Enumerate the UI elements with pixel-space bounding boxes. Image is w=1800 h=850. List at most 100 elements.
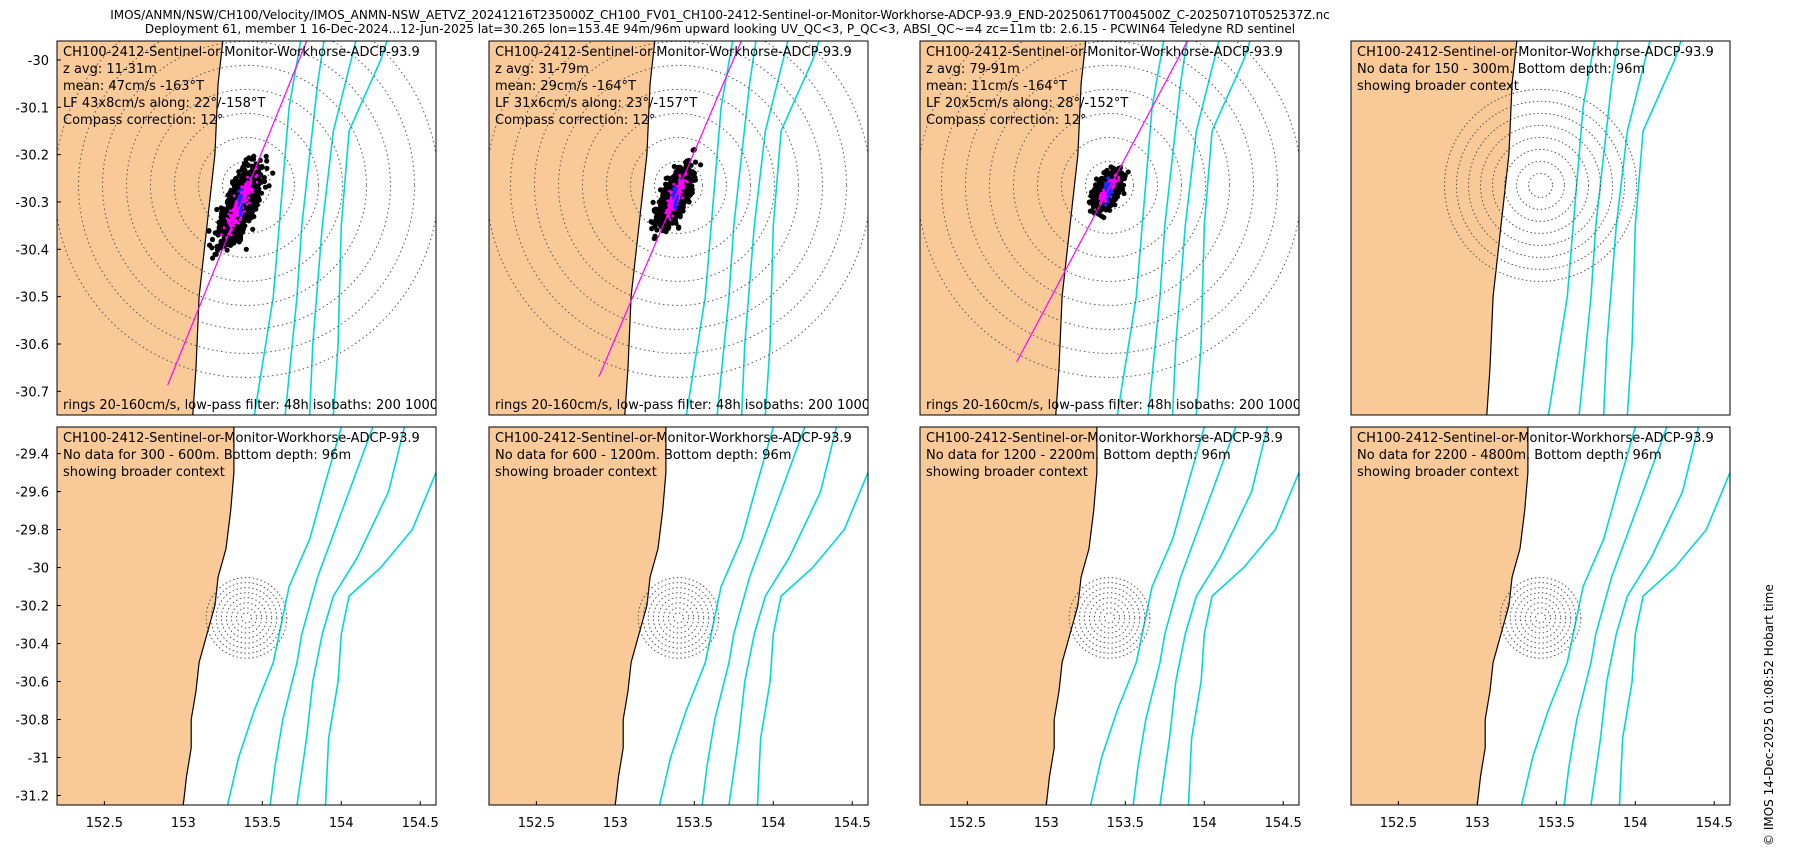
panel-text-line: No data for 300 - 600m. Bottom depth: 96… (63, 448, 351, 463)
mean-points (237, 188, 245, 217)
scatter-point (678, 202, 684, 208)
panel-text-line: showing broader context (926, 465, 1088, 480)
lowpass-point (1117, 178, 1121, 182)
x-tick-label: 154 (1192, 816, 1217, 831)
scatter-point (687, 192, 694, 198)
panel-text-line: CH100-2412-Sentinel-or-Monitor-Workhorse… (495, 431, 852, 446)
panel-footer: rings 20-160cm/s, low-pass filter: 48h i… (63, 398, 513, 413)
land-area (489, 41, 655, 415)
scatter-point (671, 217, 677, 223)
context-ring (1093, 602, 1126, 634)
context-ring (1529, 607, 1552, 629)
isobath-4 (332, 41, 388, 415)
panel-text-line: showing broader context (1357, 465, 1519, 480)
isobath-1 (253, 41, 302, 415)
lowpass-point (669, 191, 673, 195)
lowpass-point (683, 179, 687, 183)
panel-plot-area: rings 20-160cm/s, low-pass filter: 48h i… (57, 41, 513, 415)
mean-point (238, 199, 242, 203)
scatter-point (680, 208, 686, 214)
lowpass-point (1102, 193, 1105, 197)
ring-140cms (941, 41, 1278, 354)
isobath-2 (284, 41, 325, 415)
axes-frame (919, 426, 1300, 806)
scatter-point (1087, 200, 1093, 206)
scatter-point (236, 239, 242, 245)
isobath-3 (1171, 41, 1220, 415)
panel-text-line: CH100-2412-Sentinel-or-Monitor-Workhorse… (495, 45, 852, 60)
scatter-point (224, 200, 230, 206)
y-tick-label: -30 (28, 54, 49, 69)
panel-7: CH100-2412-Sentinel-or-Monitor-Workhorse… (919, 426, 1302, 831)
panel-text-line: showing broader context (1357, 79, 1519, 94)
mean-point (240, 213, 244, 217)
isobath-2 (1563, 427, 1668, 805)
lowpass-point (249, 182, 253, 186)
scatter-point (254, 186, 260, 192)
isobath-2 (701, 427, 806, 805)
y-tick-label: -30.6 (15, 338, 49, 353)
mean-point (1104, 203, 1108, 207)
ring-100cms (989, 64, 1230, 306)
context-ring (1098, 607, 1121, 629)
scatter-point (678, 165, 684, 171)
scatter-point (1125, 169, 1131, 175)
isobath-2 (1147, 41, 1188, 415)
panel-text-line: CH100-2412-Sentinel-or-Monitor-Workhorse… (1357, 45, 1714, 60)
scatter-point (650, 199, 656, 205)
isobath-2 (1578, 41, 1619, 415)
lowpass-point (246, 191, 249, 195)
scatter-point (259, 164, 265, 170)
principal-axis-line (167, 41, 308, 386)
scatter-point (654, 227, 660, 233)
scatter-point (1093, 198, 1100, 204)
x-tick-label: 153.5 (1538, 816, 1575, 831)
x-tick-label: 154.5 (834, 816, 871, 831)
mean-point (239, 188, 243, 192)
ring-100cms (126, 64, 367, 306)
x-tick-label: 152.5 (1380, 816, 1417, 831)
y-tick-label: -30 (28, 562, 49, 577)
lowpass-point (228, 209, 232, 213)
scatter-point (238, 235, 244, 241)
scatter-point (688, 185, 694, 191)
isobath-4 (1618, 472, 1730, 805)
scatter-point (240, 218, 246, 224)
context-ring (240, 612, 253, 624)
axes-frame (488, 426, 869, 806)
scatter-point (241, 224, 247, 230)
ring-60cms (1037, 112, 1182, 258)
lowpass-point (229, 214, 233, 217)
coastline (1476, 427, 1529, 805)
panel-text-line: showing broader context (495, 465, 657, 480)
y-tick-label: -30.4 (15, 638, 49, 653)
panel-text-line: Compass correction: 12° (926, 113, 1086, 128)
panel-text-line: z avg: 11-31m (63, 62, 157, 77)
panel-text-line: No data for 1200 - 2200m. Bottom depth: … (926, 448, 1231, 463)
x-tick-label: 153.5 (244, 816, 281, 831)
context-ring (220, 592, 273, 644)
coastline (614, 427, 667, 805)
mean-point (237, 195, 241, 199)
scatter-point (676, 225, 682, 231)
context-ring (1456, 100, 1625, 270)
scatter-point (649, 226, 655, 232)
lowpass-point (242, 210, 246, 213)
panel-text-line: LF 43x8cm/s along: 22°/-158°T (63, 96, 265, 111)
x-tick-label: 153 (1465, 816, 1490, 831)
scatter-point (1098, 213, 1104, 219)
scatter-point (246, 210, 252, 216)
ring-140cms (78, 41, 415, 354)
context-ring (1088, 597, 1131, 639)
lowpass-point (244, 184, 248, 188)
scatter-point (663, 181, 669, 187)
lowpass-point (1112, 181, 1116, 185)
lowpass-point (668, 189, 671, 193)
context-ring (672, 612, 685, 624)
ring-40cms (630, 136, 727, 234)
lowpass-point (229, 233, 233, 237)
coastline (1486, 41, 1518, 415)
y-tick-label: -29.8 (15, 524, 49, 539)
panel-plot-area (57, 427, 436, 805)
lowpass-point (668, 202, 672, 205)
